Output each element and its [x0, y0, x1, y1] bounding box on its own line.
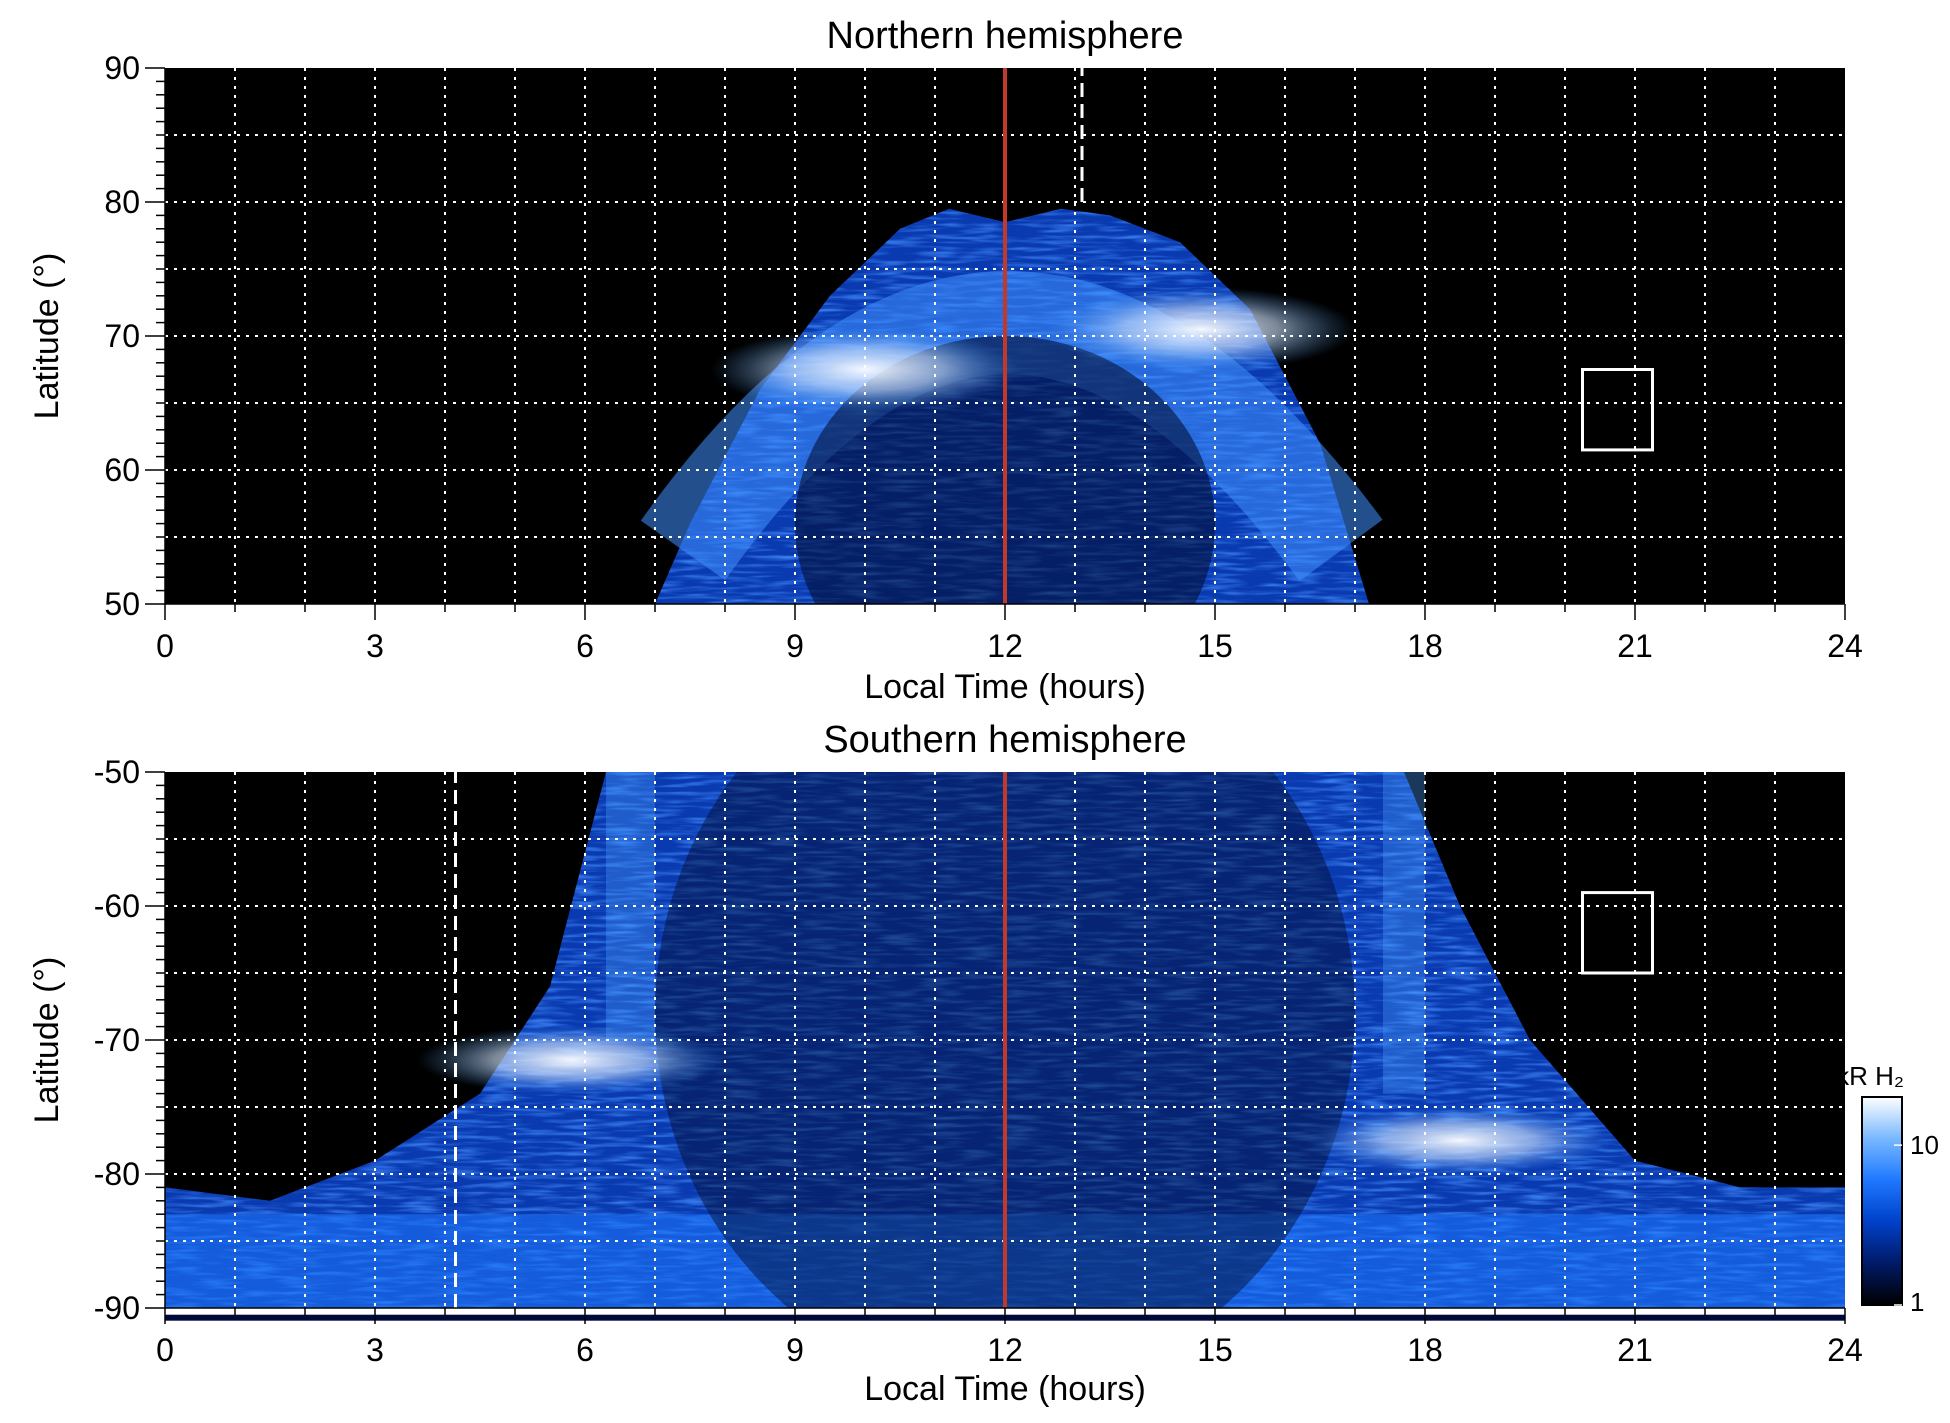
y-tick-label: -60	[94, 888, 140, 924]
y-tick-label: 70	[104, 318, 140, 354]
southern-plot-area	[165, 772, 1845, 1321]
reference-box	[1581, 891, 1654, 975]
y-tick-label: -50	[94, 754, 140, 790]
bright-spot-0	[417, 1026, 725, 1095]
northern-y-axis-label: Latitude (°)	[28, 253, 66, 420]
southern-y-axis-label: Latitude (°)	[28, 957, 66, 1124]
x-tick-label: 9	[786, 628, 804, 664]
x-tick-label: 3	[366, 1332, 384, 1368]
colorbar: kR H₂ 1 10	[1836, 1061, 1939, 1317]
southern-panel: Southern hemisphere -50 -60 -70 -80 -90 0 3 6 9…	[28, 719, 1863, 1408]
southern-x-axis-label: Local Time (hours)	[864, 1370, 1146, 1408]
southern-x-ticks: 0 3 6 9 12 15 18 21 24	[156, 1307, 1863, 1368]
colorbar-tick-label: 10	[1910, 1130, 1939, 1160]
bright-spot-1	[1047, 287, 1355, 372]
x-tick-label: 18	[1407, 1332, 1443, 1368]
y-tick-label: 50	[104, 586, 140, 622]
northern-plot-area	[165, 68, 1845, 604]
x-tick-label: 21	[1617, 1332, 1653, 1368]
y-tick-label: -70	[94, 1022, 140, 1058]
y-tick-label: -80	[94, 1156, 140, 1192]
x-tick-label: 6	[576, 628, 594, 664]
x-tick-label: 15	[1197, 628, 1233, 664]
x-tick-label: 24	[1827, 1332, 1863, 1368]
x-tick-label: 12	[987, 1332, 1023, 1368]
reference-box	[1581, 368, 1654, 452]
southern-title: Southern hemisphere	[823, 719, 1186, 761]
auroral-oval-band	[640, 271, 1383, 582]
northern-title: Northern hemisphere	[827, 15, 1184, 57]
colorbar-tick-label: 1	[1910, 1287, 1924, 1317]
x-tick-label: 6	[576, 1332, 594, 1368]
colorbar-ticks: 1 10	[1894, 1130, 1939, 1317]
dusk-arc	[1383, 772, 1425, 1094]
dawn-arc	[606, 772, 655, 1040]
northern-x-ticks: 0 3 6 9 12 15 18 21 24	[156, 603, 1863, 664]
x-tick-label: 12	[987, 628, 1023, 664]
northern-panel: Northern hemisphere 50 60 70 80 90 0 3 6 9 12 15 1…	[28, 15, 1863, 706]
emission-region	[640, 208, 1383, 604]
bright-spot-1	[1306, 1106, 1614, 1175]
y-tick-label: 90	[104, 50, 140, 86]
y-tick-label: 60	[104, 452, 140, 488]
northern-x-axis-label: Local Time (hours)	[864, 668, 1146, 706]
colorbar-scale	[1861, 1096, 1903, 1306]
x-tick-label: 21	[1617, 628, 1653, 664]
y-tick-label: -90	[94, 1290, 140, 1326]
x-tick-label: 3	[366, 628, 384, 664]
y-tick-label: 80	[104, 184, 140, 220]
x-tick-label: 18	[1407, 628, 1443, 664]
colorbar-title: kR H₂	[1836, 1061, 1904, 1091]
southern-y-ticks: -50 -60 -70 -80 -90	[94, 754, 166, 1326]
x-tick-label: 9	[786, 1332, 804, 1368]
x-tick-label: 0	[156, 628, 174, 664]
x-tick-label: 0	[156, 1332, 174, 1368]
x-tick-label: 15	[1197, 1332, 1233, 1368]
northern-y-ticks: 50 60 70 80 90	[104, 50, 166, 622]
x-tick-label: 24	[1827, 628, 1863, 664]
bright-spot-0	[711, 327, 1019, 412]
